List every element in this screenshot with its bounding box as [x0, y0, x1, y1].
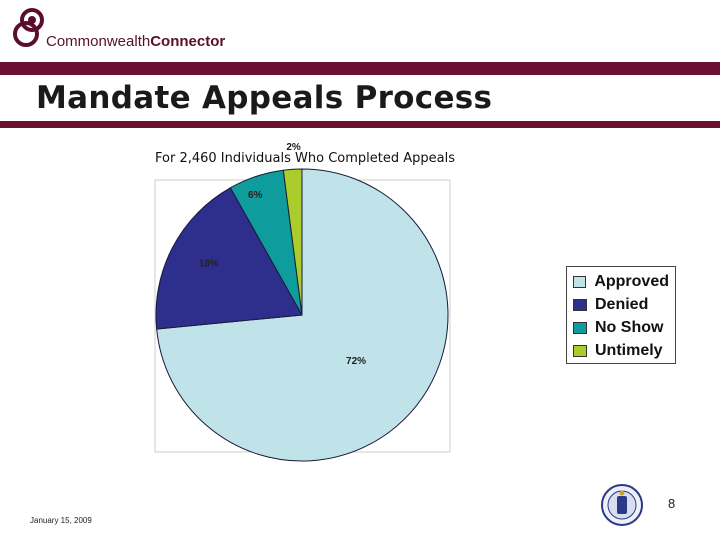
logo-text-bold: Connector	[150, 33, 226, 50]
massachusetts-seal-icon	[601, 484, 643, 526]
commonwealth-connector-logo	[12, 6, 242, 56]
slide-title: Mandate Appeals Process	[0, 75, 720, 121]
logo-wordmark: CommonwealthConnector	[46, 33, 225, 50]
legend-label-denied: Denied	[595, 295, 649, 313]
legend-swatch-no-show	[573, 321, 587, 334]
footer-date: January 15, 2009	[30, 516, 92, 525]
pie-label-untimely: 2%	[286, 142, 301, 153]
pie-label-no-show: 6%	[248, 190, 263, 201]
legend-swatch-untimely	[573, 344, 587, 357]
legend-label-approved: Approved	[594, 272, 669, 290]
pie-slice-untimely	[282, 168, 303, 316]
legend-item-approved: Approved	[573, 270, 669, 293]
legend-swatch-approved	[573, 275, 587, 288]
legend-item-denied: Denied	[573, 293, 669, 316]
pie-label-approved: 72%	[346, 356, 366, 367]
legend-item-untimely: Untimely	[573, 339, 669, 362]
legend-item-no-show: No Show	[573, 316, 669, 339]
logo-text-regular: Commonwealth	[46, 33, 151, 50]
pie-label-denied: 18%	[199, 258, 219, 269]
connector-logo-icon	[13, 8, 44, 47]
legend-label-no-show: No Show	[595, 318, 664, 336]
chart-title: For 2,460 Individuals Who Completed Appe…	[155, 151, 455, 166]
legend-label-untimely: Untimely	[595, 341, 663, 359]
page-number: 8	[668, 496, 676, 511]
pie-slice-denied	[155, 187, 303, 330]
legend-swatch-denied	[573, 298, 587, 311]
chart-legend: Approved Denied No Show Untimely	[566, 266, 676, 364]
